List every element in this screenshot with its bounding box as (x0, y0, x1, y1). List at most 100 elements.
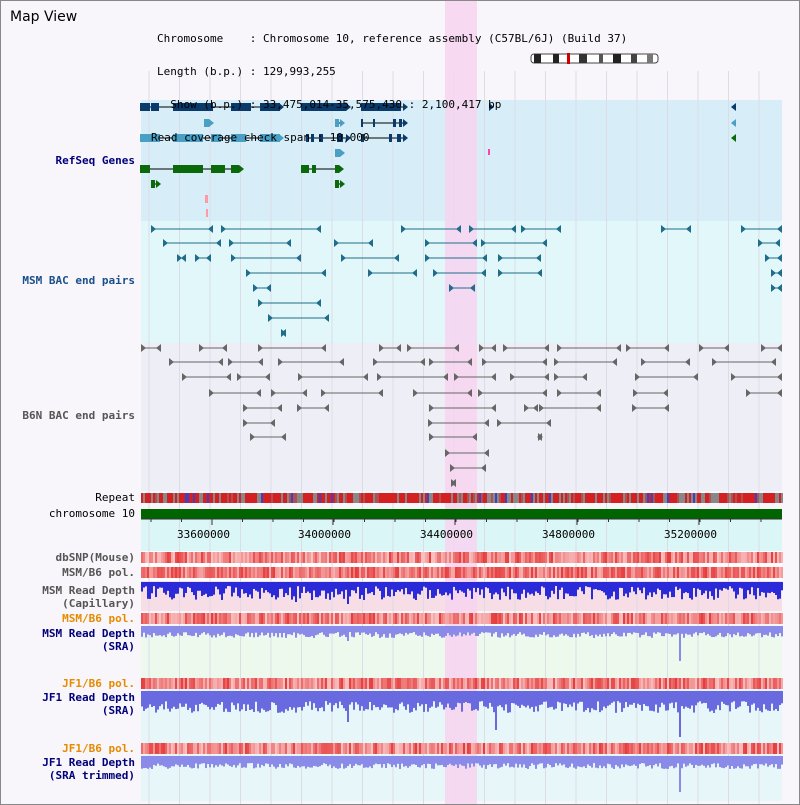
read-depth-bar (727, 582, 729, 590)
polymorphism-cell (313, 678, 315, 689)
polymorphism-cell (541, 613, 543, 624)
read-depth-bar (665, 691, 667, 711)
polymorphism-cell (397, 567, 399, 578)
track-label-msm-pol-2[interactable]: MSM/B6 pol. (62, 612, 135, 625)
read-depth-bar (415, 756, 417, 765)
read-depth-bar (751, 756, 753, 766)
polymorphism-cell (735, 678, 737, 689)
polymorphism-cell (669, 743, 671, 754)
track-label-repeat[interactable]: Repeat (95, 491, 135, 504)
polymorphism-cell (555, 567, 557, 578)
read-depth-bar (701, 691, 703, 704)
track-label-msm-depth-sra[interactable]: MSM Read Depth (SRA) (42, 627, 135, 653)
polymorphism-cell (247, 743, 249, 754)
read-depth-bar (635, 582, 637, 595)
read-depth-bar (613, 582, 615, 592)
read-depth-bar (241, 691, 243, 710)
track-label-jf1-pol-1[interactable]: JF1/B6 pol. (62, 677, 135, 690)
polymorphism-cell (329, 743, 331, 754)
read-depth-bar (371, 756, 373, 769)
repeat-segment (225, 493, 227, 503)
read-depth-bar (657, 626, 659, 633)
read-depth-bar (535, 691, 537, 707)
polymorphism-cell (287, 678, 289, 689)
polymorphism-cell (697, 552, 699, 563)
read-depth-bar (457, 756, 459, 769)
polymorphism-cell (341, 567, 343, 578)
repeat-segment (509, 493, 511, 503)
polymorphism-cell (603, 743, 605, 754)
polymorphism-cell (157, 552, 159, 563)
polymorphism-cell (153, 678, 155, 689)
read-depth-bar (189, 582, 191, 588)
polymorphism-cell (443, 678, 445, 689)
track-label-jf1-pol-2[interactable]: JF1/B6 pol. (62, 742, 135, 755)
read-depth-bar (331, 691, 333, 712)
read-depth-bar (623, 691, 625, 709)
repeat-segment (585, 493, 587, 503)
gene-exon (140, 165, 150, 173)
polymorphism-cell (389, 743, 391, 754)
polymorphism-cell (273, 613, 275, 624)
polymorphism-cell (587, 613, 589, 624)
polymorphism-cell (723, 567, 725, 578)
read-depth-bar (425, 582, 427, 588)
gene-exon (260, 103, 280, 111)
polymorphism-cell (459, 613, 461, 624)
track-label-dbsnp[interactable]: dbSNP(Mouse) (55, 551, 135, 564)
polymorphism-cell (315, 567, 317, 578)
polymorphism-cell (249, 567, 251, 578)
polymorphism-cell (633, 552, 635, 563)
read-depth-bar (525, 582, 527, 598)
polymorphism-cell (379, 552, 381, 563)
track-label-chromosome[interactable]: chromosome 10 (48, 507, 135, 520)
polymorphism-cell (659, 678, 661, 689)
polymorphism-cell (189, 743, 191, 754)
track-label-jf1-depth-sra[interactable]: JF1 Read Depth (SRA) (42, 691, 135, 717)
polymorphism-cell (657, 678, 659, 689)
track-label-refseq[interactable]: RefSeq Genes (55, 154, 135, 167)
track-label-msm-depth-capillary[interactable]: MSM Read Depth (Capillary) (42, 584, 135, 610)
read-depth-bar (541, 691, 543, 705)
bac-end-arrow (777, 254, 782, 262)
track-label-msm-bac[interactable]: MSM BAC end pairs (22, 274, 135, 287)
polymorphism-cell (171, 743, 173, 754)
polymorphism-cell (193, 743, 195, 754)
polymorphism-cell (243, 678, 245, 689)
polymorphism-cell (559, 678, 561, 689)
read-depth-bar (357, 756, 359, 766)
polymorphism-cell (209, 743, 211, 754)
polymorphism-cell (177, 552, 179, 563)
bac-end-arrow (324, 404, 329, 412)
polymorphism-cell (649, 743, 651, 754)
bac-end-arrow (324, 314, 329, 322)
read-depth-bar (677, 756, 679, 764)
polymorphism-cell (357, 567, 359, 578)
read-depth-bar (633, 582, 635, 592)
repeat-segment (629, 493, 631, 503)
read-depth-bar (459, 756, 461, 765)
polymorphism-cell (623, 678, 625, 689)
repeat-segment (419, 493, 421, 503)
polymorphism-cell (649, 613, 651, 624)
read-depth-bar (327, 626, 329, 638)
read-depth-bar (225, 756, 227, 764)
read-depth-bar (575, 626, 577, 638)
read-depth-bar (147, 582, 149, 599)
polymorphism-cell (605, 613, 607, 624)
read-depth-bar (669, 691, 671, 704)
read-depth-bar (283, 582, 285, 597)
polymorphism-cell (297, 743, 299, 754)
read-depth-bar (703, 756, 705, 766)
polymorphism-cell (225, 552, 227, 563)
read-depth-bar (633, 756, 635, 765)
polymorphism-cell (191, 743, 193, 754)
track-label-jf1-depth-trimmed[interactable]: JF1 Read Depth (SRA trimmed) (42, 756, 135, 782)
read-depth-bar (469, 691, 471, 704)
track-label-msm-pol-1[interactable]: MSM/B6 pol. (62, 566, 135, 579)
read-depth-bar (481, 756, 483, 768)
gene-exon (312, 165, 316, 173)
track-label-b6n-bac[interactable]: B6N BAC end pairs (22, 409, 135, 422)
polymorphism-cell (605, 678, 607, 689)
polymorphism-cell (453, 552, 455, 563)
